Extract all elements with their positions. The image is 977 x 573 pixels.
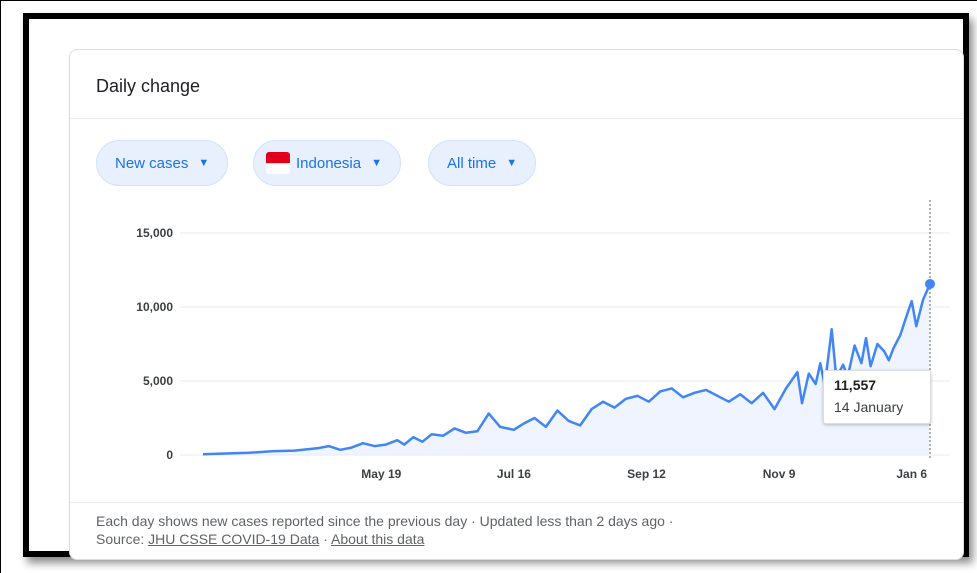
hover-marker xyxy=(925,200,935,458)
indonesia-flag-icon xyxy=(266,152,290,174)
card-header: Daily change xyxy=(70,50,963,119)
area-fill xyxy=(203,284,930,455)
x-tick-label: Jul 16 xyxy=(497,467,531,481)
x-axis-ticks: May 19 Jul 16 Sep 12 Nov 9 Jan 6 xyxy=(361,467,927,481)
chevron-down-icon: ▼ xyxy=(371,157,382,169)
source-prefix: Source: xyxy=(96,531,145,547)
tooltip-value: 11,557 xyxy=(834,377,877,393)
y-tick-label: 10,000 xyxy=(136,300,173,314)
card-footer: Each day shows new cases reported since … xyxy=(70,502,963,561)
range-dropdown-label: All time xyxy=(447,154,497,172)
footer-source-line: Source: JHU CSSE COVID-19 Data · About t… xyxy=(96,531,424,547)
window-border: Daily change New cases ▼ Indonesia ▼ All… xyxy=(23,13,969,560)
footer-separator: · xyxy=(323,531,328,547)
highlight-point xyxy=(925,278,935,289)
series-line xyxy=(202,283,932,456)
x-tick-label: May 19 xyxy=(361,467,401,481)
x-tick-label: Jan 6 xyxy=(896,467,927,481)
metric-dropdown[interactable]: New cases ▼ xyxy=(96,140,229,186)
daily-change-card: Daily change New cases ▼ Indonesia ▼ All… xyxy=(69,49,964,560)
about-data-link[interactable]: About this data xyxy=(331,531,425,547)
x-tick-label: Sep 12 xyxy=(627,467,666,481)
series-area xyxy=(203,284,930,455)
chevron-down-icon: ▼ xyxy=(506,157,518,169)
metric-dropdown-label: New cases xyxy=(115,154,189,172)
series-line-path xyxy=(202,283,932,456)
range-dropdown[interactable]: All time ▼ xyxy=(428,140,537,186)
chevron-down-icon: ▼ xyxy=(198,157,210,169)
source-link[interactable]: JHU CSSE COVID-19 Data xyxy=(148,531,320,547)
line-chart: 0 5,000 10,000 15,000 May 19 Jul 16 Sep 12 Nov… xyxy=(136,200,950,481)
country-dropdown[interactable]: Indonesia ▼ xyxy=(253,140,401,186)
country-dropdown-label: Indonesia xyxy=(296,154,362,172)
x-tick-label: Nov 9 xyxy=(763,467,796,481)
footer-description: Each day shows new cases reported since … xyxy=(96,513,674,529)
y-tick-label: 5,000 xyxy=(143,374,173,388)
y-tick-label: 15,000 xyxy=(136,226,173,240)
y-axis-ticks: 0 5,000 10,000 15,000 xyxy=(136,226,173,462)
tooltip-date: 14 January xyxy=(834,399,904,415)
card-title: Daily change xyxy=(96,76,201,96)
y-tick-label: 0 xyxy=(166,448,173,462)
data-tooltip: 11,557 14 January xyxy=(823,370,931,424)
